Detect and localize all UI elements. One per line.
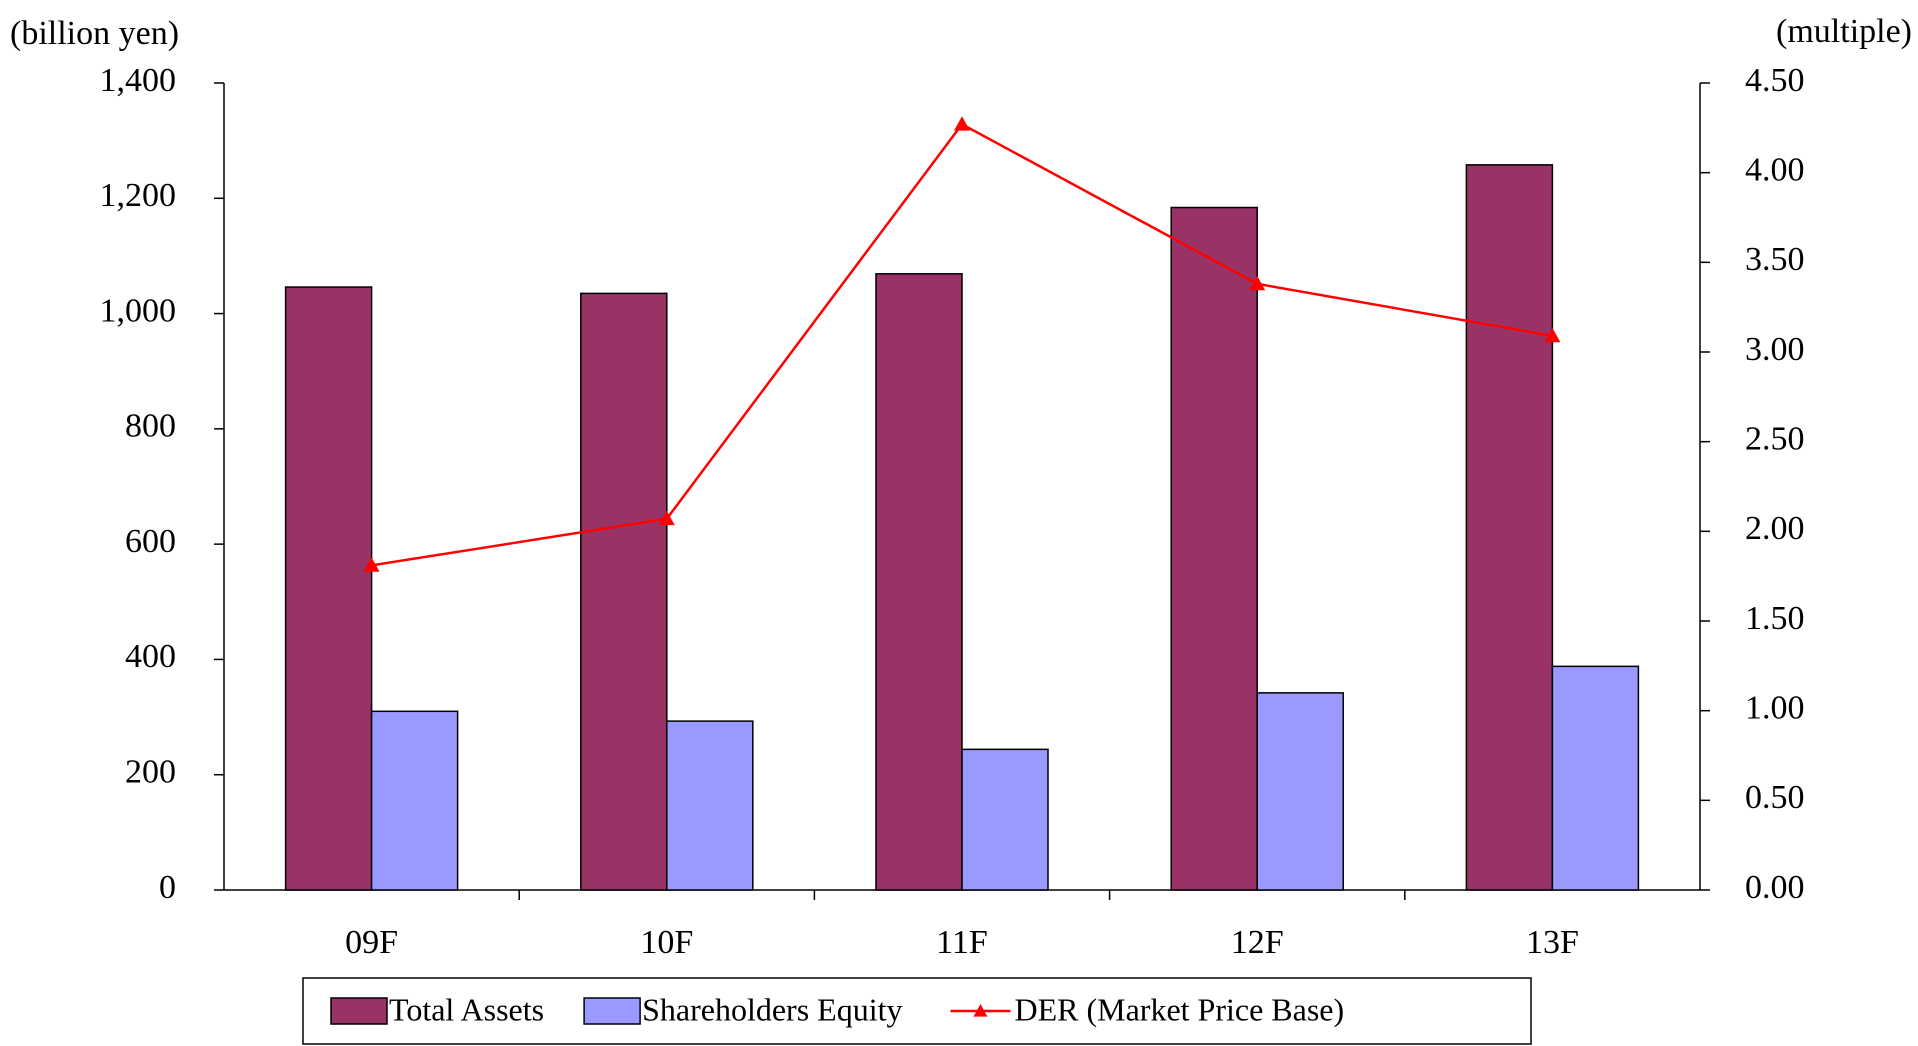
bar [580, 292, 668, 891]
legend-swatch [583, 997, 641, 1025]
legend-label: Shareholders Equity [642, 991, 902, 1027]
y-tick-label: 800 [125, 408, 176, 445]
line-marker [1544, 327, 1561, 343]
bar [1465, 164, 1554, 891]
y2-tick-label: 3.00 [1745, 331, 1805, 368]
y-tick-label: 600 [125, 523, 176, 560]
y2-tick-label: 0.00 [1745, 869, 1805, 906]
line-marker [363, 557, 380, 572]
bar [1256, 692, 1344, 891]
x-tick-label: 10F [640, 924, 693, 961]
y2-tick-label: 1.50 [1745, 600, 1805, 637]
legend-box [302, 977, 1532, 1045]
bar [284, 286, 373, 891]
line-marker [954, 116, 970, 131]
x-tick-label: 13F [1526, 924, 1579, 961]
x-tick-label: 12F [1231, 924, 1284, 961]
bar [875, 273, 963, 891]
line-marker [1249, 275, 1266, 291]
y2-tick-label: 3.50 [1745, 241, 1805, 278]
bar [370, 710, 459, 891]
bar [1170, 206, 1258, 891]
y-tick-label: 1,200 [100, 177, 177, 214]
bar [666, 720, 754, 891]
y2-axis-title: (multiple) [1776, 13, 1912, 50]
bar [961, 748, 1049, 891]
y2-tick-label: 4.50 [1745, 62, 1805, 99]
y-tick-label: 1,400 [100, 62, 177, 99]
legend-label: DER (Market Price Base) [1014, 991, 1344, 1027]
legend-marker [973, 1004, 988, 1017]
y2-tick-label: 2.50 [1745, 420, 1805, 457]
legend-swatch [330, 997, 388, 1025]
legend-label: Total Assets [389, 991, 544, 1027]
x-tick-label: 09F [345, 924, 398, 961]
y-axis-title: (billion yen) [10, 15, 179, 52]
y-tick-label: 200 [125, 754, 176, 791]
bar [1551, 665, 1640, 891]
y-tick-label: 400 [125, 638, 176, 675]
y2-tick-label: 1.00 [1745, 689, 1805, 726]
y-tick-label: 0 [159, 869, 176, 906]
line-marker [658, 510, 675, 526]
y2-tick-label: 4.00 [1745, 151, 1805, 188]
x-tick-label: 11F [936, 924, 988, 961]
y2-tick-label: 2.00 [1745, 510, 1805, 547]
y2-tick-label: 0.50 [1745, 779, 1805, 816]
y-tick-label: 1,000 [100, 292, 177, 329]
